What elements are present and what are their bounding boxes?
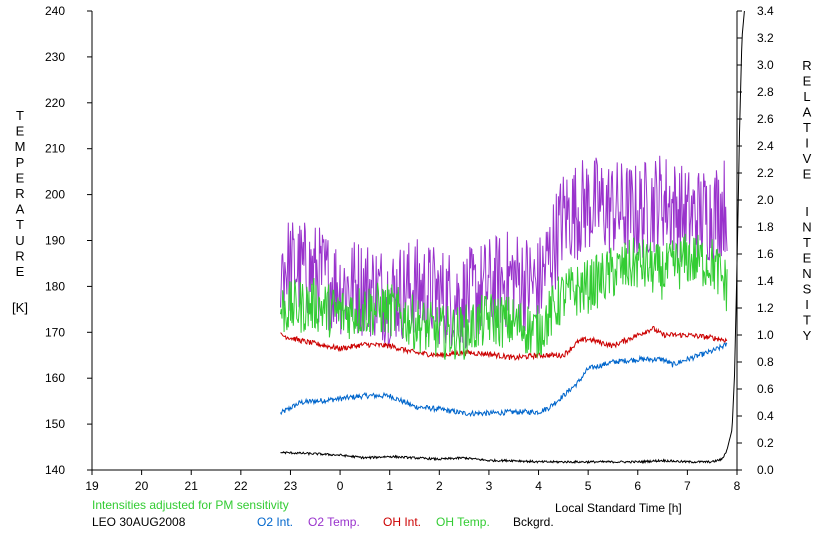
series-line xyxy=(280,342,728,418)
series-line xyxy=(280,10,745,465)
left-tick-label: 220 xyxy=(45,96,65,110)
right-axis-letter: S xyxy=(803,282,812,297)
x-tick-label: 5 xyxy=(585,479,592,493)
right-axis-letter: T xyxy=(803,235,811,250)
right-axis-letter: A xyxy=(803,105,812,120)
left-axis-letter: M xyxy=(15,139,26,154)
right-axis-letter: Y xyxy=(803,328,812,343)
series-line xyxy=(280,155,728,349)
right-tick-label: 1.8 xyxy=(757,220,774,234)
right-axis-letter: L xyxy=(803,89,810,104)
right-axis-letter: T xyxy=(803,313,811,328)
legend-item: Bckgrd. xyxy=(513,515,554,529)
x-tick-label: 0 xyxy=(337,479,344,493)
x-tick-label: 23 xyxy=(284,479,298,493)
right-tick-label: 2.0 xyxy=(757,193,774,207)
x-tick-label: 2 xyxy=(436,479,443,493)
legend-item: O2 Temp. xyxy=(308,515,360,529)
left-axis-unit: [K] xyxy=(12,300,28,315)
right-axis-letter: I xyxy=(805,136,809,151)
right-tick-label: 2.6 xyxy=(757,112,774,126)
left-tick-label: 180 xyxy=(45,279,65,293)
right-tick-label: 0.6 xyxy=(757,382,774,396)
right-tick-label: 1.0 xyxy=(757,328,774,342)
right-axis-letter: I xyxy=(805,204,809,219)
right-axis-letter: E xyxy=(803,167,812,182)
right-tick-label: 3.2 xyxy=(757,31,774,45)
note-text: Intensities adjusted for PM sensitivity xyxy=(92,498,289,512)
legend-item: OH Int. xyxy=(383,515,421,529)
right-tick-label: 3.4 xyxy=(757,4,774,18)
right-axis-letter: N xyxy=(802,220,811,235)
x-tick-label: 19 xyxy=(85,479,99,493)
right-tick-label: 0.0 xyxy=(757,463,774,477)
x-tick-label: 8 xyxy=(734,479,741,493)
right-axis-letter: N xyxy=(802,266,811,281)
left-axis-letter: R xyxy=(15,186,24,201)
series-line xyxy=(280,233,728,360)
left-tick-label: 210 xyxy=(45,142,65,156)
x-tick-label: 1 xyxy=(386,479,393,493)
x-tick-label: 21 xyxy=(185,479,199,493)
left-axis-letter: E xyxy=(16,170,25,185)
right-tick-label: 2.8 xyxy=(757,85,774,99)
legend-item: OH Temp. xyxy=(436,515,490,529)
right-tick-label: 0.2 xyxy=(757,436,774,450)
right-axis-letter: T xyxy=(803,120,811,135)
x-axis-title: Local Standard Time [h] xyxy=(555,501,682,515)
right-axis-letter: R xyxy=(802,58,811,73)
right-tick-label: 0.4 xyxy=(757,409,774,423)
legend-item: O2 Int. xyxy=(257,515,293,529)
labels-group: 1401501601701801902002102202302400.00.20… xyxy=(12,4,812,529)
left-tick-label: 140 xyxy=(45,463,65,477)
left-axis-letter: E xyxy=(16,264,25,279)
x-tick-label: 7 xyxy=(684,479,691,493)
x-tick-label: 6 xyxy=(634,479,641,493)
left-axis-letter: R xyxy=(15,248,24,263)
x-tick-label: 20 xyxy=(135,479,149,493)
left-tick-label: 200 xyxy=(45,188,65,202)
axes-group xyxy=(87,10,742,475)
left-axis-letter: E xyxy=(16,124,25,139)
left-tick-label: 150 xyxy=(45,417,65,431)
right-tick-label: 1.6 xyxy=(757,247,774,261)
left-tick-label: 160 xyxy=(45,371,65,385)
left-axis-letter: T xyxy=(16,217,24,232)
series-line xyxy=(280,325,728,361)
right-tick-label: 1.2 xyxy=(757,301,774,315)
right-tick-label: 0.8 xyxy=(757,355,774,369)
right-tick-label: 2.4 xyxy=(757,139,774,153)
right-tick-label: 1.4 xyxy=(757,274,774,288)
left-axis-letter: T xyxy=(16,108,24,123)
right-tick-label: 2.2 xyxy=(757,166,774,180)
left-tick-label: 170 xyxy=(45,325,65,339)
right-axis-letter: E xyxy=(803,74,812,89)
x-tick-label: 3 xyxy=(486,479,493,493)
right-tick-label: 3.0 xyxy=(757,58,774,72)
left-axis-letter: U xyxy=(15,233,24,248)
left-tick-label: 230 xyxy=(45,50,65,64)
plot-area xyxy=(280,10,745,465)
right-axis-letter: V xyxy=(803,151,812,166)
left-tick-label: 240 xyxy=(45,4,65,18)
left-axis-letter: P xyxy=(16,155,25,170)
x-tick-label: 22 xyxy=(234,479,248,493)
station-label: LEO 30AUG2008 xyxy=(92,515,186,529)
right-axis-letter: I xyxy=(805,297,809,312)
x-tick-label: 4 xyxy=(535,479,542,493)
left-tick-label: 190 xyxy=(45,234,65,248)
right-axis-letter: E xyxy=(803,251,812,266)
left-axis-letter: A xyxy=(16,202,25,217)
